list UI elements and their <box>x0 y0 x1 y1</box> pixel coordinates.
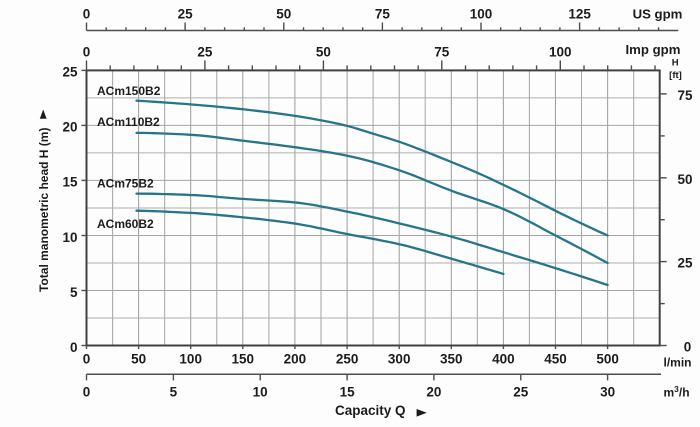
svg-text:H: H <box>672 58 679 69</box>
svg-text:300: 300 <box>388 351 411 366</box>
svg-text:25: 25 <box>677 256 693 271</box>
svg-text:ACm150B2: ACm150B2 <box>97 84 161 98</box>
svg-text:75: 75 <box>434 44 450 59</box>
svg-text:200: 200 <box>284 351 307 366</box>
svg-text:25: 25 <box>513 385 529 400</box>
svg-text:20: 20 <box>426 385 441 400</box>
svg-text:75: 75 <box>677 88 693 103</box>
svg-text:30: 30 <box>600 385 615 400</box>
svg-text:0: 0 <box>83 6 91 21</box>
svg-text:125: 125 <box>568 6 591 21</box>
svg-text:25: 25 <box>197 44 213 59</box>
svg-text:ACm75B2: ACm75B2 <box>97 177 154 191</box>
svg-text:Total manometric head H (m): Total manometric head H (m) <box>37 128 51 292</box>
svg-text:Capacity Q: Capacity Q <box>335 403 406 418</box>
svg-text:50: 50 <box>677 172 692 187</box>
svg-text:0: 0 <box>83 44 91 59</box>
svg-text:10: 10 <box>62 230 77 245</box>
svg-text:[ft]: [ft] <box>669 70 682 81</box>
svg-text:250: 250 <box>336 351 359 366</box>
svg-text:75: 75 <box>375 6 391 21</box>
svg-text:ACm110B2: ACm110B2 <box>97 115 160 129</box>
svg-text:m3/h: m3/h <box>664 384 690 400</box>
svg-text:0: 0 <box>83 351 91 366</box>
svg-text:100: 100 <box>549 44 572 59</box>
svg-text:5: 5 <box>170 385 178 400</box>
svg-text:10: 10 <box>253 385 268 400</box>
svg-text:150: 150 <box>232 351 255 366</box>
svg-text:20: 20 <box>62 120 77 135</box>
svg-text:15: 15 <box>62 175 78 190</box>
svg-text:15: 15 <box>340 385 356 400</box>
svg-text:0: 0 <box>684 340 692 355</box>
svg-text:50: 50 <box>276 6 291 21</box>
svg-text:25: 25 <box>178 6 194 21</box>
svg-text:500: 500 <box>596 351 619 366</box>
svg-text:25: 25 <box>62 65 78 80</box>
svg-text:l/min: l/min <box>664 355 692 369</box>
svg-text:0: 0 <box>83 385 91 400</box>
svg-text:400: 400 <box>492 351 515 366</box>
svg-text:50: 50 <box>316 44 331 59</box>
svg-text:Imp gpm: Imp gpm <box>626 42 681 57</box>
svg-text:450: 450 <box>544 351 567 366</box>
svg-text:100: 100 <box>470 6 493 21</box>
svg-text:5: 5 <box>70 285 78 300</box>
svg-text:50: 50 <box>131 351 146 366</box>
svg-text:100: 100 <box>179 351 202 366</box>
svg-text:0: 0 <box>70 340 78 355</box>
svg-text:US gpm: US gpm <box>633 6 683 21</box>
svg-text:ACm60B2: ACm60B2 <box>97 217 154 231</box>
svg-text:350: 350 <box>440 351 463 366</box>
